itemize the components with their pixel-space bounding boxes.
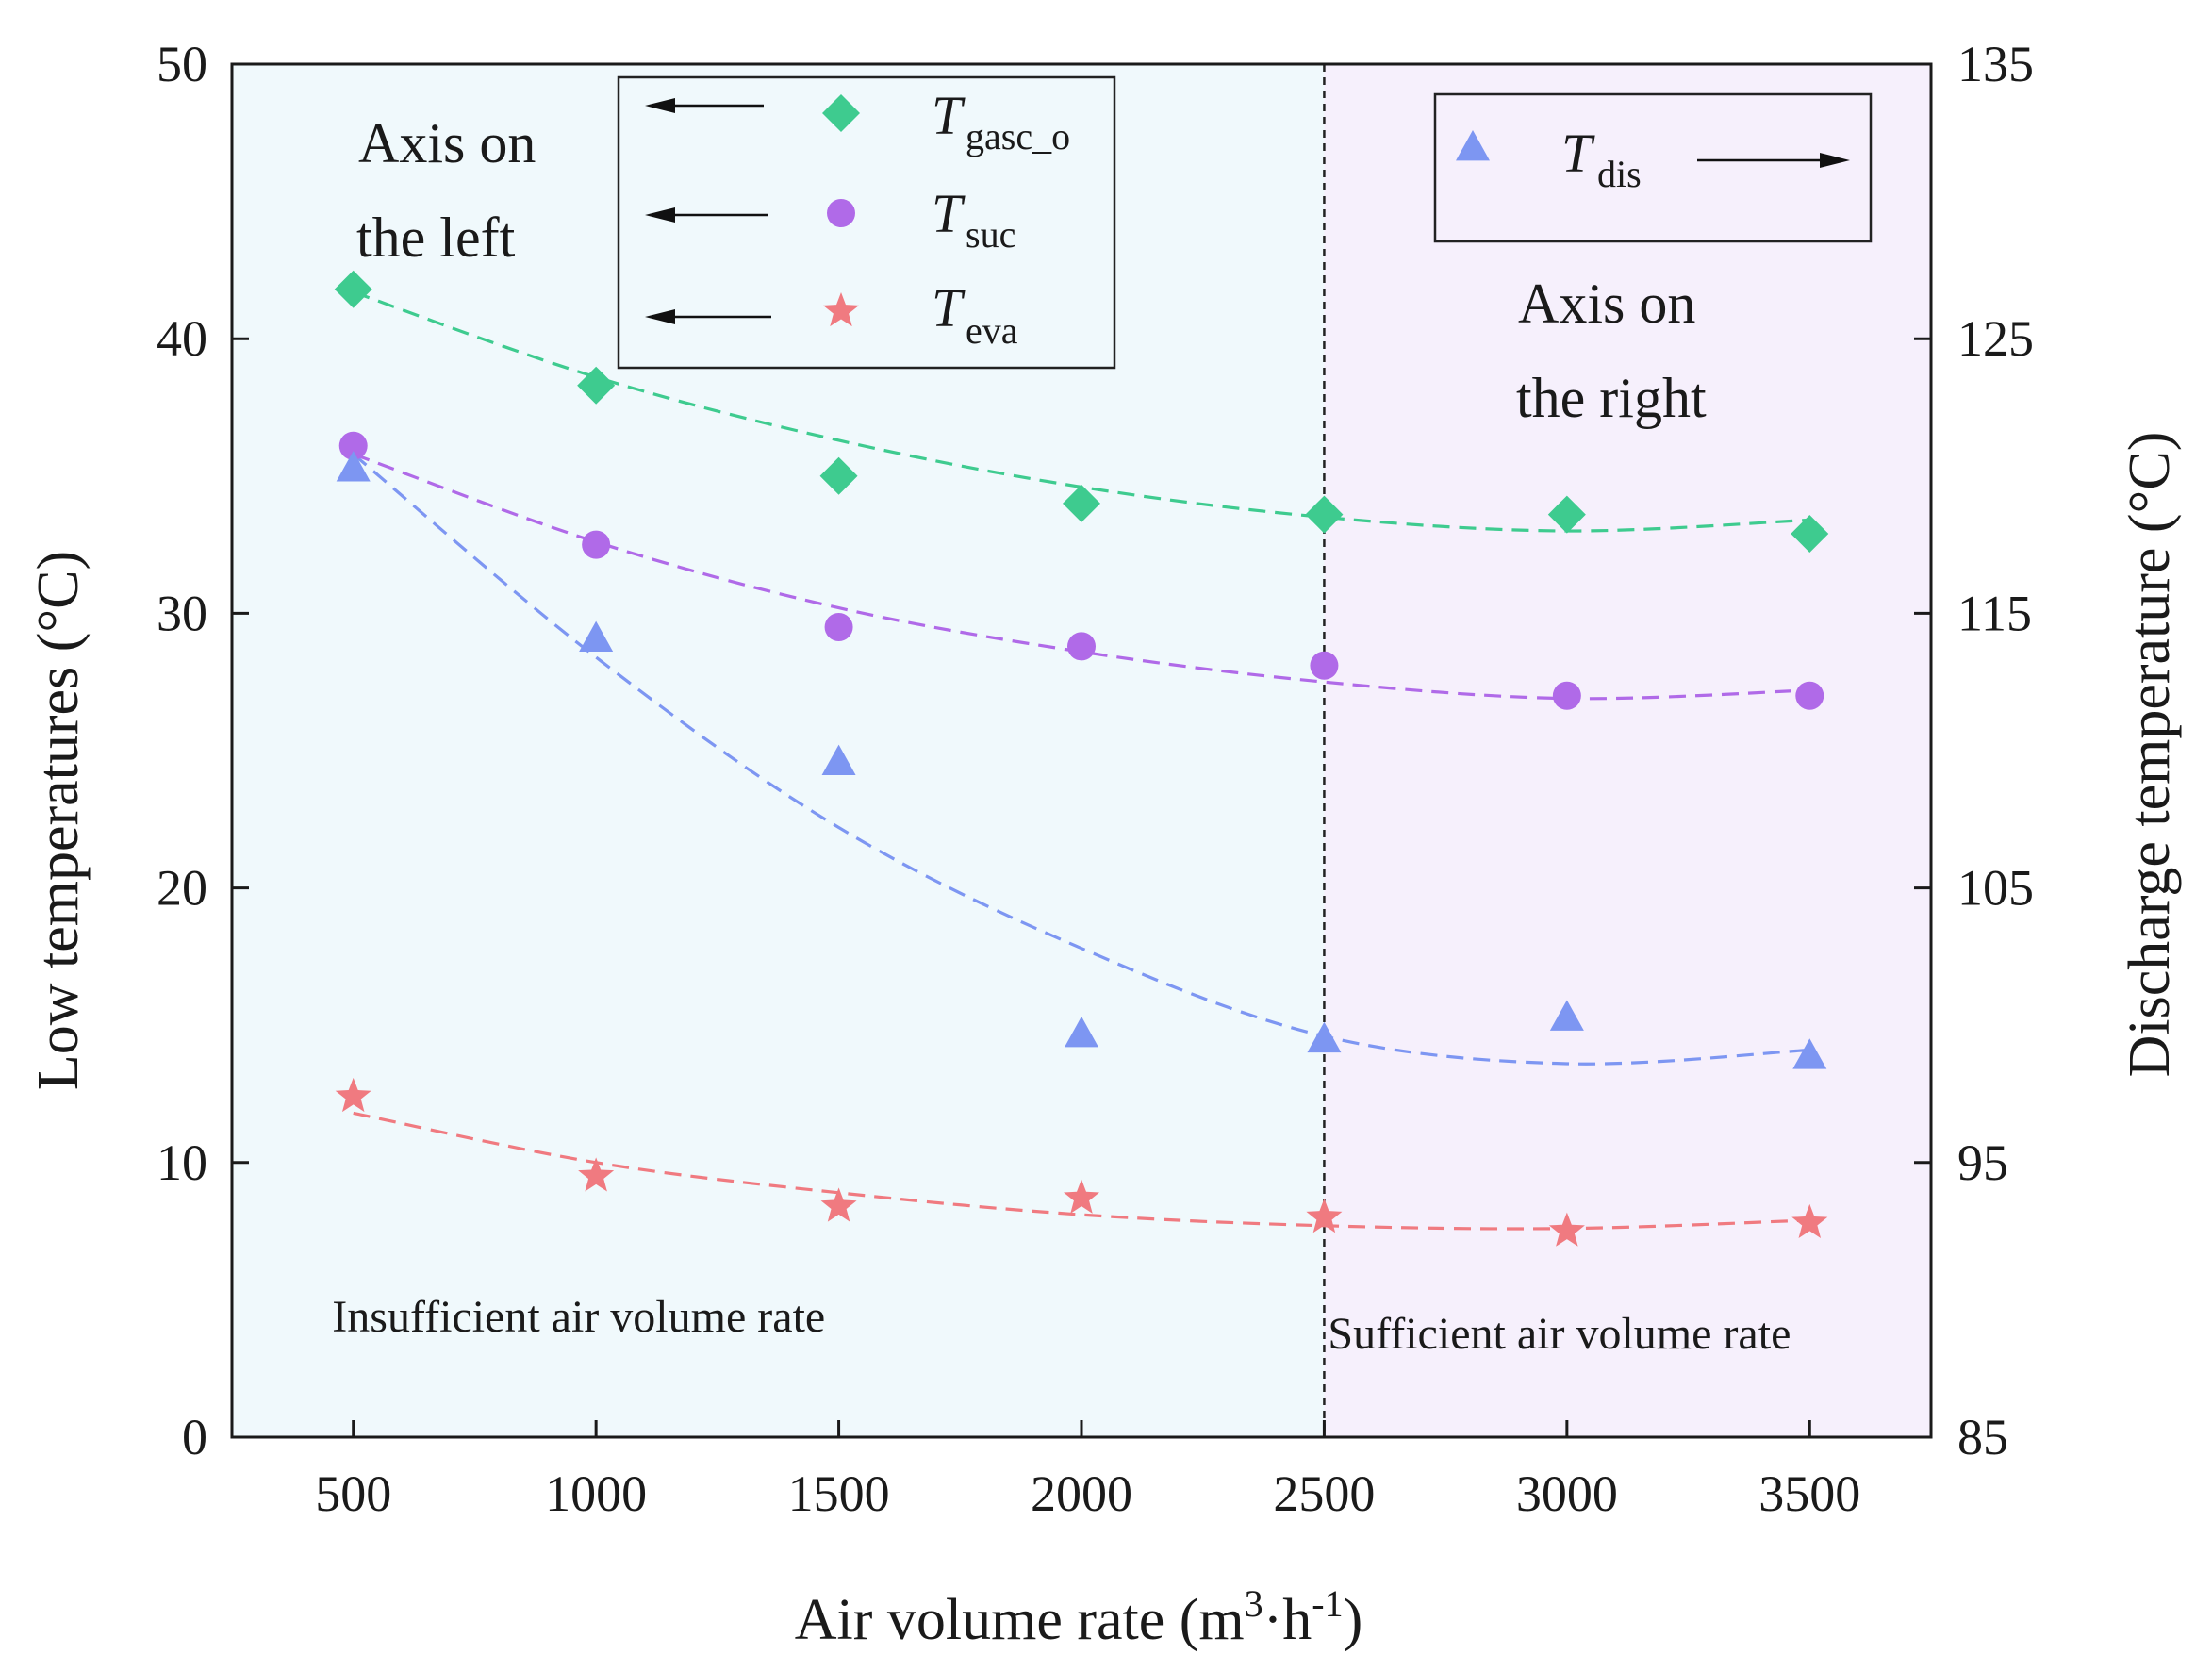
legend-subscript-suc: suc [966,213,1015,256]
right-axis-annotation-line1: Axis on [1518,273,1695,335]
data-point-suc [338,431,368,460]
data-point-dis [336,451,371,482]
x-tick-label: 2000 [1031,1465,1132,1522]
legend-entry-eva: T eva [645,277,1018,352]
fit-line-dis [352,453,1810,1066]
region-label-sufficient: Sufficient air volume rate [1328,1309,1791,1359]
y-right-tick-label: 125 [1957,310,2034,367]
data-point-gasc [334,270,372,308]
legend-entry-gasc: T gasc_o [645,85,1070,157]
data-point-eva [578,1157,615,1192]
y-left-tick-label: 50 [157,36,207,92]
legend-right-frame [1433,92,1873,243]
data-point-eva [1791,1203,1828,1239]
x-axis-title-mid: ·h [1263,1588,1312,1652]
legend-symbol-eva: T [932,277,966,339]
data-point-dis [1307,1021,1342,1053]
data-point-dis [1065,1016,1098,1048]
data-point-suc [582,530,611,559]
data-point-eva [1063,1179,1100,1214]
y-right-tick-label: 115 [1957,585,2032,641]
y-left-tick-label: 0 [182,1409,207,1465]
x-axis-title-sup2: -1 [1312,1582,1343,1625]
legend-marker-suc [827,199,855,227]
data-point-gasc [1305,495,1344,534]
y-left-tick-label: 40 [157,310,207,367]
data-point-eva [1306,1199,1343,1233]
data-point-eva [820,1187,857,1222]
data-point-gasc [1547,495,1586,534]
left-axis-annotation-line2: the left [356,207,516,269]
x-tick-label: 2500 [1273,1465,1375,1522]
data-point-eva [1548,1212,1585,1247]
legend-subscript-eva: eva [966,309,1018,352]
legend-subscript-gasc: gasc_o [966,115,1070,157]
y-right-tick-label: 85 [1957,1409,2008,1465]
region-sufficient [1324,64,1931,1437]
x-tick-label: 1500 [788,1465,890,1522]
legend-marker-eva [822,292,860,327]
y-right-tick-label: 105 [1957,860,2034,917]
data-point-gasc [577,366,616,405]
right-axis-annotation-line2: the right [1516,367,1707,429]
data-point-eva [335,1077,371,1113]
data-point-dis [1549,1000,1584,1031]
y-left-tick-label: 30 [157,585,207,641]
data-point-suc [1310,651,1339,680]
data-markers [334,270,1829,1247]
axes: 500 1000 1500 2000 2500 3000 3500 0 10 20 30 40 50 85… [157,36,2034,1522]
data-point-suc [1552,681,1581,710]
legend-entry-suc: T suc [645,183,1015,256]
legend-subscript-dis: dis [1597,153,1642,195]
data-point-dis [579,620,614,653]
data-point-gasc [819,456,858,495]
data-point-gasc [1791,514,1829,553]
legend-marker-gasc-shape [822,94,860,132]
x-tick-label: 3500 [1758,1465,1860,1522]
legend-marker-suc-shape [827,199,855,227]
x-tick-label: 1000 [545,1465,647,1522]
right-arrow-head-icon [1820,153,1850,168]
y-right-tick-label: 95 [1957,1134,2008,1191]
legend-marker-dis-shape [1456,130,1490,161]
left-arrow-head-icon [645,309,675,324]
data-point-dis [821,744,856,776]
region-label-insufficient: Insufficient air volume rate [332,1292,825,1342]
legend-left: T gasc_o T suc T eva [617,75,1116,370]
y-axis-right-title: Discharge temperature (°C) [2118,432,2182,1078]
data-point-suc [824,612,853,641]
y-left-tick-label: 10 [157,1134,207,1191]
x-axis-title-sup1: 3 [1245,1582,1263,1625]
legend-symbol-suc: T [932,183,966,244]
y-left-tick-label: 20 [157,860,207,917]
y-axis-left-title: Low temperatures (°C) [26,551,91,1090]
x-axis-title-end: ) [1344,1588,1363,1652]
data-point-suc [1795,681,1824,710]
left-axis-annotation-line1: Axis on [358,112,536,174]
region-insufficient [232,64,1325,1437]
legend-marker-gasc [822,94,860,132]
data-point-gasc [1063,484,1100,522]
left-arrow-head-icon [645,98,675,113]
legend-symbol-gasc: T [932,85,966,146]
x-axis-title: Air volume rate (m3·h-1) [795,1582,1363,1652]
x-axis-title-base: Air volume rate (m [795,1588,1245,1652]
legend-symbol-dis: T [1561,123,1595,184]
legend-marker-eva-shape [822,292,860,327]
plot-background [232,64,1931,1437]
left-arrow-head-icon [645,207,675,223]
data-point-dis [1792,1038,1827,1069]
y-right-tick-label: 135 [1957,36,2034,92]
legend-marker-dis [1456,130,1490,161]
x-tick-label: 500 [315,1465,391,1522]
legend-right: T dis [1433,92,1873,243]
data-point-suc [1067,632,1096,661]
x-tick-label: 3000 [1516,1465,1618,1522]
legend-left-frame [617,75,1116,370]
